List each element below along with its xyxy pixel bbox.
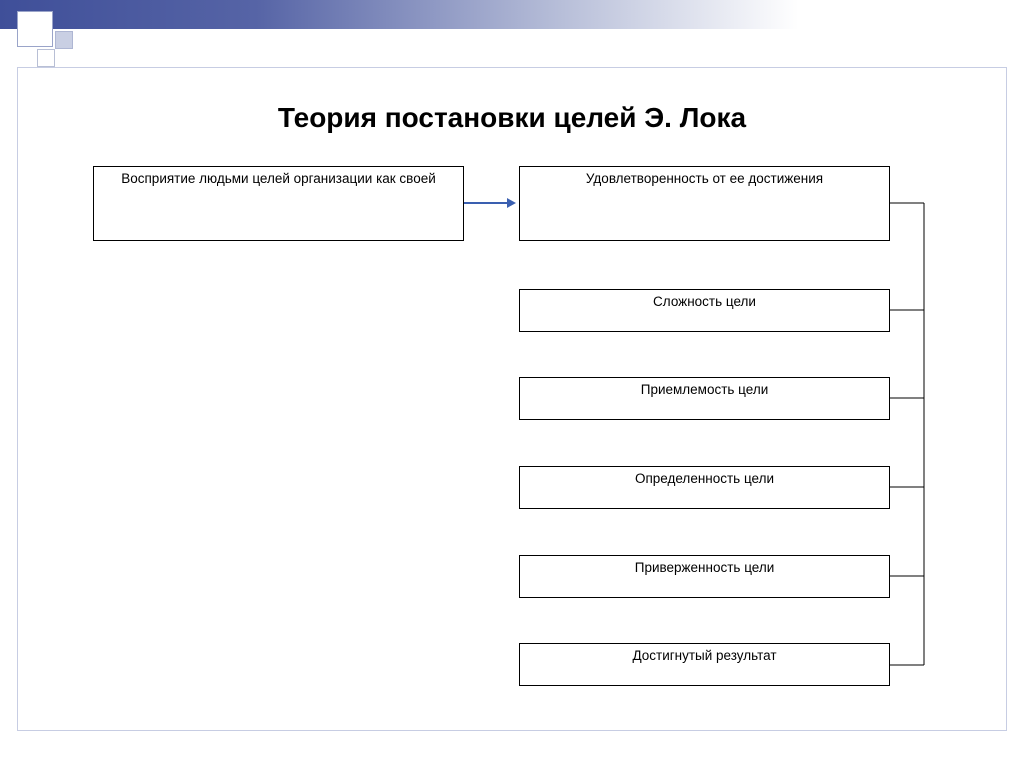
slide-stage: Теория постановки целей Э. Лока Восприят… xyxy=(0,0,1024,767)
decor-square-small-1 xyxy=(55,31,73,49)
diagram-node-top: Удовлетворенность от ее достижения xyxy=(519,166,890,241)
diagram-node-n4: Приверженность цели xyxy=(519,555,890,598)
diagram-node-n3: Определенность цели xyxy=(519,466,890,509)
diagram-node-label: Удовлетворенность от ее достижения xyxy=(520,167,889,186)
diagram-node-n5: Достигнутый результат xyxy=(519,643,890,686)
decor-square-small-2 xyxy=(37,49,55,67)
diagram-node-label: Достигнутый результат xyxy=(520,644,889,663)
diagram-node-n1: Сложность цели xyxy=(519,289,890,332)
diagram-node-label: Восприятие людьми целей организации как … xyxy=(94,167,463,186)
diagram-node-label: Приверженность цели xyxy=(520,556,889,575)
slide-title: Теория постановки целей Э. Лока xyxy=(0,102,1024,134)
diagram-node-label: Сложность цели xyxy=(520,290,889,309)
top-gradient-band xyxy=(0,0,1024,29)
diagram-node-label: Определенность цели xyxy=(520,467,889,486)
diagram-node-n2: Приемлемость цели xyxy=(519,377,890,420)
decor-square-large xyxy=(17,11,53,47)
diagram-node-label: Приемлемость цели xyxy=(520,378,889,397)
diagram-node-left: Восприятие людьми целей организации как … xyxy=(93,166,464,241)
